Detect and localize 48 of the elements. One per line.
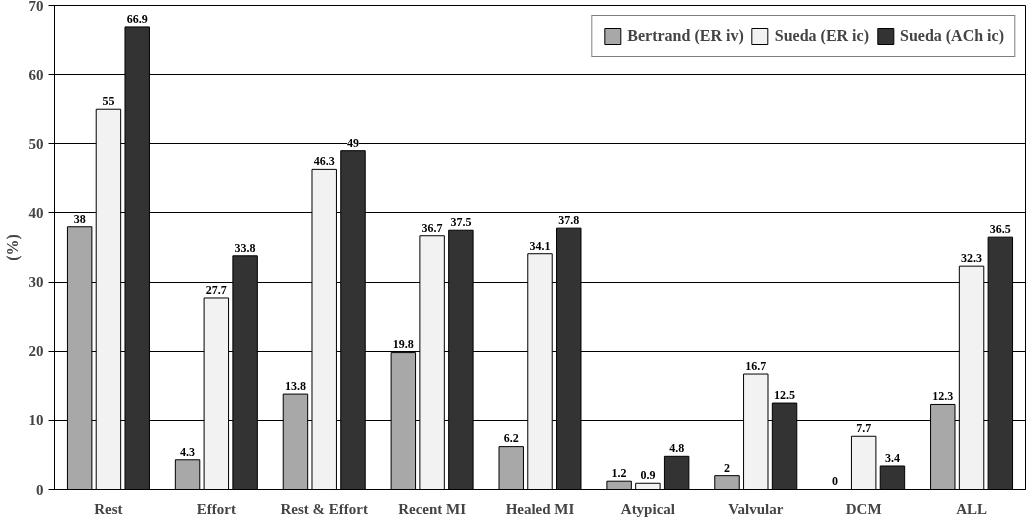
- y-tick-label: 0: [36, 481, 44, 498]
- data-label: 0: [831, 474, 838, 489]
- data-label: 4.8: [669, 441, 685, 456]
- data-label: 37.8: [558, 212, 580, 227]
- data-label: 16.7: [745, 358, 767, 373]
- data-label: 3.4: [884, 450, 900, 465]
- y-tick-label: 30: [28, 274, 44, 291]
- data-label: 0.9: [640, 468, 656, 483]
- data-label: 2: [724, 460, 731, 475]
- data-label: 7.7: [856, 421, 872, 436]
- x-tick-label: DCM: [845, 500, 882, 517]
- x-tick-label: Recent MI: [398, 500, 467, 517]
- x-tick-label: Rest & Effort: [280, 500, 368, 517]
- data-label: 1.2: [611, 466, 627, 481]
- y-tick-label: 20: [28, 343, 44, 360]
- x-tick-label: Effort: [196, 500, 236, 517]
- data-label: 49: [346, 135, 359, 150]
- data-label: 6.2: [503, 431, 519, 446]
- data-label: 13.8: [284, 378, 306, 393]
- data-label: 27.7: [205, 282, 227, 297]
- legend-label: Bertrand (ER iv): [627, 27, 744, 45]
- y-tick-label: 10: [28, 412, 44, 429]
- data-label: 36.5: [989, 221, 1011, 236]
- x-tick-label: Atypical: [620, 500, 675, 517]
- data-label: 36.7: [421, 220, 443, 235]
- data-label: 12.3: [932, 389, 954, 404]
- data-label: 33.8: [234, 240, 256, 255]
- legend-label: Sueda (ACh ic): [899, 27, 1004, 45]
- y-tick-label: 60: [28, 66, 44, 83]
- x-tick-label: Healed MI: [505, 500, 575, 517]
- y-tick-label: 70: [28, 0, 44, 14]
- y-tick-label: 50: [28, 135, 44, 152]
- data-label: 66.9: [126, 11, 148, 26]
- legend-label: Sueda (ER ic): [774, 27, 869, 45]
- data-label: 19.8: [392, 337, 414, 352]
- data-label: 32.3: [961, 251, 983, 266]
- y-axis-title: (%): [3, 234, 22, 261]
- x-tick-label: Valvular: [728, 500, 784, 517]
- data-label: 34.1: [529, 238, 551, 253]
- data-label: 37.5: [450, 215, 472, 230]
- data-label: 38: [73, 211, 86, 226]
- data-label: 12.5: [774, 387, 796, 402]
- data-label: 46.3: [313, 154, 335, 169]
- data-label: 4.3: [180, 444, 196, 459]
- x-tick-label: Rest: [94, 500, 123, 517]
- x-tick-label: ALL: [956, 500, 987, 517]
- y-tick-label: 40: [28, 204, 44, 221]
- data-label: 55: [102, 94, 115, 109]
